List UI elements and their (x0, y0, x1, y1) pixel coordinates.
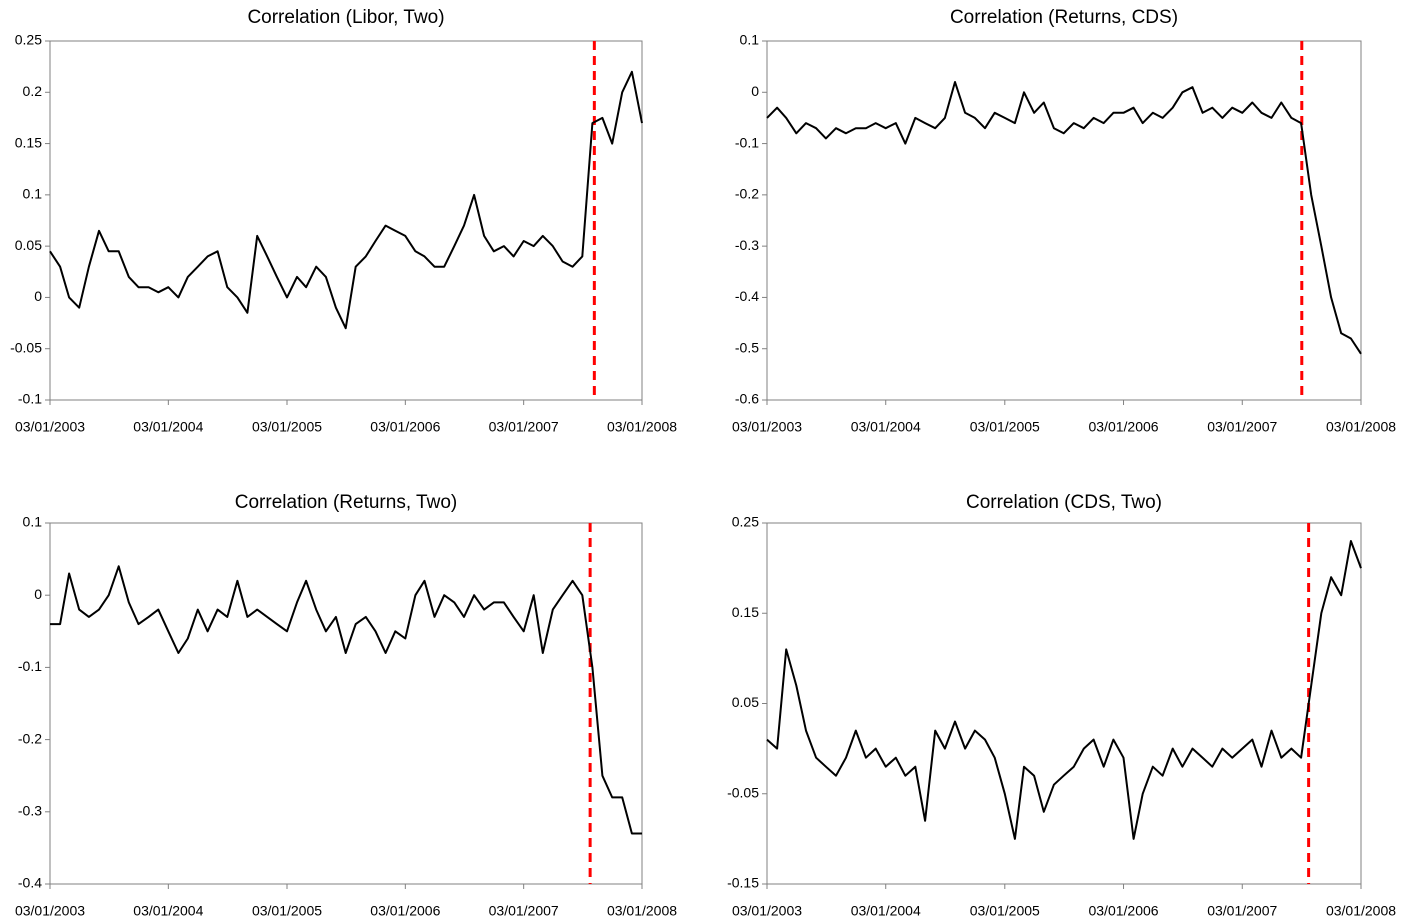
x-tick-label: 03/01/2006 (370, 903, 440, 919)
x-tick-label: 03/01/2005 (252, 419, 322, 435)
y-tick-label: 0.1 (23, 186, 43, 202)
y-tick-label: -0.2 (735, 186, 759, 202)
y-tick-label: -0.4 (735, 288, 759, 304)
y-tick-label: -0.3 (735, 237, 759, 253)
data-line (49, 70, 643, 330)
y-tick-label: -0.1 (735, 134, 759, 150)
x-tick-label: 03/01/2007 (1207, 419, 1277, 435)
x-tick-label: 03/01/2003 (15, 419, 85, 435)
x-tick-label: 03/01/2006 (370, 419, 440, 435)
plot-frame (766, 40, 1362, 401)
data-line (766, 81, 1362, 355)
y-tick-label: -0.5 (735, 339, 759, 355)
x-tick-label: 03/01/2004 (133, 419, 203, 435)
x-tick-label: 03/01/2005 (970, 419, 1040, 435)
x-tick-label: 03/01/2006 (1088, 903, 1158, 919)
y-tick-label: -0.1 (18, 391, 42, 407)
x-tick-label: 03/01/2003 (732, 419, 802, 435)
x-tick-label: 03/01/2006 (1088, 419, 1158, 435)
y-tick-label: 0.25 (15, 32, 42, 48)
y-tick-label: -0.2 (18, 730, 42, 746)
plot-frame (49, 40, 643, 401)
y-tick-label: -0.3 (18, 803, 42, 819)
x-tick-label: 03/01/2004 (851, 903, 921, 919)
x-tick-label: 03/01/2004 (133, 903, 203, 919)
data-line (766, 540, 1362, 840)
y-tick-label: 0.15 (15, 134, 42, 150)
y-tick-label: -0.6 (735, 391, 759, 407)
chart-title: Correlation (CDS, Two) (966, 492, 1162, 513)
x-tick-label: 03/01/2005 (252, 903, 322, 919)
plot-frame (49, 522, 643, 885)
y-tick-label: -0.15 (727, 875, 759, 891)
y-tick-label: 0.2 (23, 83, 43, 99)
y-tick-label: -0.1 (18, 658, 42, 674)
y-tick-label: 0.05 (15, 237, 42, 253)
x-tick-label: 03/01/2003 (732, 903, 802, 919)
y-tick-label: -0.05 (727, 784, 759, 800)
x-tick-label: 03/01/2003 (15, 903, 85, 919)
x-tick-label: 03/01/2007 (489, 903, 559, 919)
x-tick-label: 03/01/2005 (970, 903, 1040, 919)
y-tick-label: 0.1 (740, 32, 760, 48)
x-tick-label: 03/01/2004 (851, 419, 921, 435)
y-tick-label: 0 (34, 586, 42, 602)
y-tick-label: 0.05 (732, 694, 759, 710)
plot-frame (766, 522, 1362, 885)
y-tick-label: 0 (751, 83, 759, 99)
x-tick-label: 03/01/2008 (1326, 903, 1396, 919)
y-tick-label: -0.4 (18, 875, 42, 891)
data-line (50, 565, 642, 835)
x-tick-label: 03/01/2007 (1207, 903, 1277, 919)
x-tick-label: 03/01/2008 (1326, 419, 1396, 435)
x-tick-label: 03/01/2008 (607, 903, 677, 919)
y-tick-label: 0.1 (23, 514, 43, 530)
chart-title: Correlation (Returns, Two) (235, 492, 457, 513)
chart-title: Correlation (Libor, Two) (247, 7, 444, 28)
y-tick-label: -0.05 (10, 339, 42, 355)
chart-title: Correlation (Returns, CDS) (950, 7, 1178, 28)
y-tick-label: 0 (34, 288, 42, 304)
x-tick-label: 03/01/2007 (489, 419, 559, 435)
x-tick-label: 03/01/2008 (607, 419, 677, 435)
y-tick-label: 0.15 (732, 604, 759, 620)
y-tick-label: 0.25 (732, 514, 759, 530)
